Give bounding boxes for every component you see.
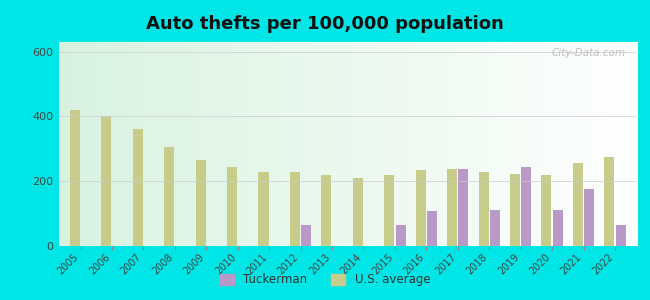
Bar — [573, 164, 583, 246]
Bar — [427, 212, 437, 246]
Bar — [458, 169, 469, 246]
Bar — [584, 189, 594, 246]
Bar — [321, 175, 332, 246]
Bar — [301, 225, 311, 246]
Text: Auto thefts per 100,000 population: Auto thefts per 100,000 population — [146, 15, 504, 33]
Legend: Tuckerman, U.S. average: Tuckerman, U.S. average — [215, 269, 435, 291]
Bar — [396, 225, 406, 246]
Bar — [604, 157, 614, 246]
Bar — [521, 167, 531, 246]
Bar — [101, 116, 111, 246]
Bar — [133, 129, 143, 246]
Bar — [384, 175, 395, 246]
Bar — [70, 110, 80, 246]
Bar — [447, 169, 457, 246]
Bar — [259, 172, 268, 246]
Bar — [353, 178, 363, 246]
Bar — [227, 167, 237, 246]
Bar — [616, 225, 626, 246]
Bar — [510, 174, 520, 246]
Bar — [541, 175, 551, 246]
Bar — [478, 172, 489, 246]
Bar — [490, 210, 500, 246]
Text: City-Data.com: City-Data.com — [551, 48, 625, 58]
Bar — [196, 160, 205, 246]
Bar — [415, 170, 426, 246]
Bar — [290, 172, 300, 246]
Bar — [552, 210, 563, 246]
Bar — [164, 147, 174, 246]
